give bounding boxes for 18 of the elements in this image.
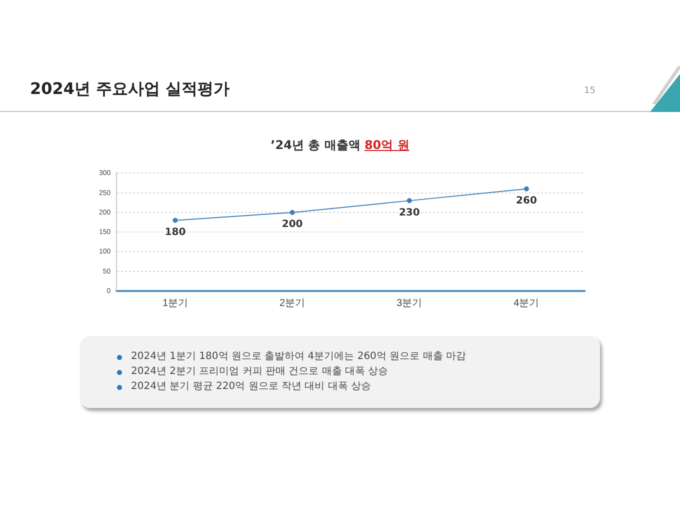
chart-title: 2024년 주요사업 실적평가 <box>30 79 230 100</box>
text: 2024년 분기 평균 220억 원으로 작년 대비 대폭 상승 <box>131 381 371 393</box>
x-tick-label: 4분기 <box>514 298 540 309</box>
point <box>172 218 178 223</box>
point <box>290 210 295 215</box>
x-tick-label: 1분기 <box>162 298 188 309</box>
data-label: 230 <box>398 207 420 218</box>
point <box>524 186 529 192</box>
text: 2024년 1분기 180억 원으로 출발하여 4분기에는 260억 원으로 매출 마감 <box>131 351 466 363</box>
chart-subtitle: ’24년 총 매출액 80억 원 <box>270 138 410 152</box>
data-label: 180 <box>164 226 186 238</box>
x-tick-label: 2분기 <box>280 298 306 309</box>
text: 15 <box>584 86 596 96</box>
x-tick-label: 3분기 <box>396 298 422 309</box>
point <box>406 198 412 204</box>
data-label: 200 <box>282 219 303 230</box>
data-label: 260 <box>516 196 537 206</box>
text: 2024년 2분기 프리미엄 커피 판매 건으로 매출 대폭 상승 <box>131 366 388 378</box>
